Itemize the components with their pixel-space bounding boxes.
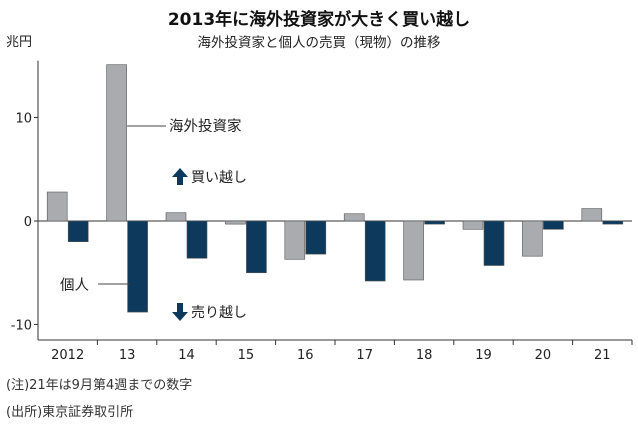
- note-source: (出所)東京証券取引所: [6, 405, 134, 420]
- bar-individual-2012: [67, 220, 89, 243]
- bar-foreign-2012: [46, 191, 68, 222]
- chart-title: 2013年に海外投資家が大きく買い越し: [167, 10, 471, 30]
- bar-foreign-18: [403, 220, 424, 281]
- chart-subtitle: 海外投資家と個人の売買（現物）の推移: [197, 35, 441, 51]
- bar-foreign-21: [581, 208, 603, 222]
- x-tick-label: 17: [356, 348, 373, 363]
- bar-individual-21: [602, 220, 624, 225]
- bar-individual-17: [364, 220, 386, 282]
- bar-foreign-13: [106, 64, 127, 222]
- chart-labels: 10 0 -10 2012 13 14 15 16 17 18 19 20 21: [11, 112, 611, 364]
- bar-individual-18: [424, 220, 445, 225]
- bar-individual-16: [305, 220, 327, 255]
- note-footnote: (注)21年は9月第4週までの数字: [6, 378, 193, 393]
- x-tick-label: 16: [297, 348, 314, 363]
- x-tick-label: 20: [535, 348, 552, 363]
- series-label-foreign: 海外投資家: [169, 118, 242, 135]
- bar-foreign-19: [462, 220, 484, 230]
- y-tick-label: -10: [11, 319, 32, 334]
- bar-individual-13: [127, 220, 148, 313]
- bar-foreign-15: [225, 220, 246, 225]
- y-tick-label: 10: [15, 112, 32, 127]
- chart-bars: [46, 64, 624, 313]
- bar-individual-14: [186, 220, 208, 259]
- y-tick-label: 0: [24, 215, 32, 230]
- bar-foreign-17: [343, 213, 365, 222]
- bar-foreign-16: [284, 220, 306, 260]
- arrow-up-icon: [172, 168, 188, 185]
- x-tick-label: 2012: [51, 348, 84, 363]
- annotation-buy: 買い越し: [191, 170, 247, 186]
- annotation-sell: 売り越し: [191, 305, 247, 321]
- bar-foreign-20: [522, 220, 543, 257]
- series-label-individual: 個人: [60, 277, 89, 294]
- x-tick-label: 19: [475, 348, 492, 363]
- bar-individual-20: [543, 220, 564, 230]
- bar-individual-19: [483, 220, 505, 266]
- arrow-down-icon: [172, 303, 188, 321]
- y-unit-label: 兆円: [6, 35, 33, 50]
- x-tick-label: 21: [594, 348, 611, 363]
- x-tick-label: 13: [119, 348, 136, 363]
- bar-individual-15: [246, 220, 267, 274]
- x-tick-label: 18: [416, 348, 433, 363]
- x-tick-label: 15: [238, 348, 255, 363]
- bar-foreign-14: [165, 212, 187, 222]
- x-tick-label: 14: [178, 348, 195, 363]
